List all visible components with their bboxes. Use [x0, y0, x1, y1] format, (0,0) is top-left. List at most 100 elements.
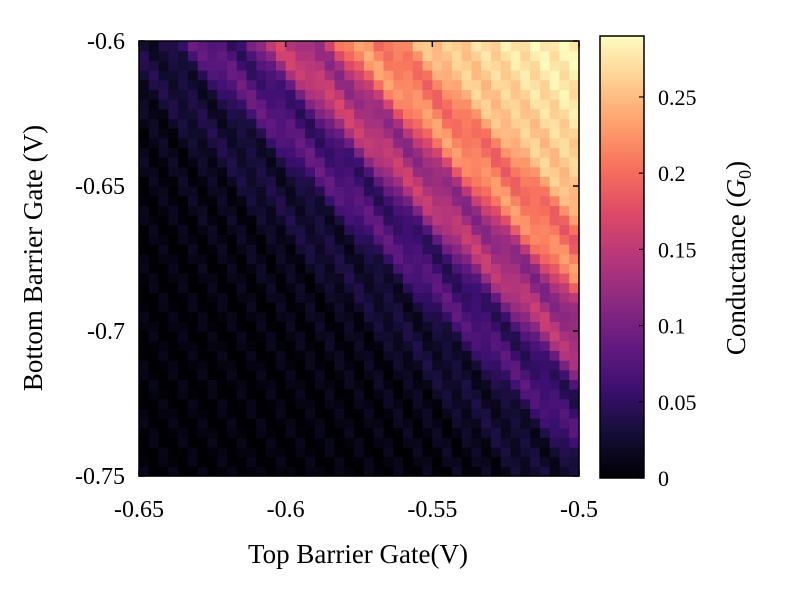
- heatmap-cell: [178, 418, 189, 429]
- heatmap-cell: [403, 147, 414, 158]
- heatmap-cell: [139, 282, 150, 293]
- heatmap-cell: [461, 186, 473, 197]
- heatmap-cell: [510, 70, 521, 81]
- heatmap-cell: [236, 157, 248, 168]
- heatmap-cell: [168, 147, 179, 158]
- heatmap-cell: [178, 99, 189, 110]
- heatmap-cell: [324, 437, 336, 448]
- heatmap-cell: [539, 456, 551, 467]
- heatmap-cell: [187, 456, 199, 467]
- heatmap-cell: [148, 157, 160, 168]
- heatmap-cell: [432, 466, 443, 477]
- heatmap-cell: [158, 108, 169, 119]
- heatmap-cell: [148, 418, 160, 429]
- heatmap-cell: [217, 379, 228, 390]
- heatmap-cell: [432, 360, 443, 371]
- heatmap-cell: [500, 331, 512, 342]
- heatmap-cell: [383, 427, 394, 438]
- heatmap-cell: [510, 147, 521, 158]
- heatmap-cell: [266, 350, 277, 361]
- heatmap-cell: [266, 108, 277, 119]
- heatmap-cell: [442, 79, 453, 90]
- heatmap-cell: [539, 466, 551, 477]
- heatmap-cell: [178, 253, 189, 264]
- heatmap-cell: [510, 89, 521, 100]
- heatmap-cell: [285, 369, 297, 380]
- heatmap-cell: [442, 244, 453, 255]
- heatmap-cell: [344, 195, 355, 206]
- heatmap-cell: [393, 263, 404, 274]
- heatmap-cell: [442, 224, 453, 235]
- heatmap-cell: [168, 369, 179, 380]
- heatmap-cell: [383, 331, 394, 342]
- heatmap-cell: [412, 186, 424, 197]
- heatmap-cell: [412, 389, 424, 400]
- heatmap-cell: [334, 215, 345, 226]
- heatmap-cell: [236, 389, 248, 400]
- heatmap-cell: [530, 118, 541, 129]
- heatmap-cell: [236, 253, 248, 264]
- heatmap-cell: [373, 99, 385, 110]
- heatmap-cell: [334, 263, 345, 274]
- heatmap-cell: [285, 147, 297, 158]
- heatmap-cell: [236, 147, 248, 158]
- heatmap-cell: [481, 99, 492, 110]
- heatmap-cell: [236, 60, 248, 71]
- heatmap-cell: [559, 282, 570, 293]
- heatmap-cell: [275, 244, 287, 255]
- heatmap-cell: [510, 137, 521, 148]
- heatmap-cell: [461, 50, 473, 61]
- heatmap-cell: [207, 331, 218, 342]
- heatmap-cell: [412, 50, 424, 61]
- heatmap-cell: [539, 244, 551, 255]
- heatmap-cell: [178, 427, 189, 438]
- heatmap-cell: [285, 408, 297, 419]
- heatmap-cell: [481, 186, 492, 197]
- heatmap-cell: [393, 466, 404, 477]
- heatmap-cell: [432, 195, 443, 206]
- heatmap-cell: [393, 427, 404, 438]
- heatmap-cell: [266, 360, 277, 371]
- heatmap-cell: [363, 89, 375, 100]
- heatmap-cell: [559, 205, 570, 216]
- heatmap-cell: [491, 108, 502, 119]
- heatmap-cell: [324, 195, 336, 206]
- heatmap-cell: [246, 118, 257, 129]
- heatmap-cell: [305, 108, 316, 119]
- heatmap-cell: [549, 176, 561, 187]
- heatmap-cell: [451, 137, 463, 148]
- heatmap-cell: [168, 331, 179, 342]
- heatmap-cell: [412, 263, 424, 274]
- heatmap-cell: [363, 302, 375, 313]
- heatmap-cell: [178, 379, 189, 390]
- heatmap-cell: [412, 137, 424, 148]
- heatmap-cell: [451, 118, 463, 129]
- heatmap-cell: [500, 379, 512, 390]
- heatmap-cell: [520, 60, 531, 71]
- heatmap-cell: [461, 273, 473, 284]
- heatmap-cell: [530, 79, 541, 90]
- heatmap-cell: [412, 447, 424, 458]
- heatmap-cell: [451, 360, 463, 371]
- heatmap-cell: [559, 195, 570, 206]
- heatmap-cell: [324, 157, 336, 168]
- heatmap-cell: [168, 50, 179, 61]
- heatmap-cell: [354, 244, 365, 255]
- heatmap-cell: [383, 118, 394, 129]
- heatmap-cell: [256, 311, 267, 322]
- heatmap-cell: [422, 186, 433, 197]
- heatmap-cell: [422, 205, 433, 216]
- heatmap-cell: [432, 50, 443, 61]
- heatmap-cell: [178, 166, 189, 177]
- heatmap-cell: [236, 292, 248, 303]
- heatmap-cell: [334, 398, 345, 409]
- heatmap-cell: [168, 447, 179, 458]
- heatmap-cell: [236, 398, 248, 409]
- heatmap-cell: [285, 79, 297, 90]
- heatmap-cell: [549, 437, 561, 448]
- heatmap-cell: [412, 79, 424, 90]
- heatmap-cell: [363, 70, 375, 81]
- heatmap-cell: [354, 41, 365, 52]
- heatmap-cell: [305, 70, 316, 81]
- heatmap-cell: [158, 273, 169, 284]
